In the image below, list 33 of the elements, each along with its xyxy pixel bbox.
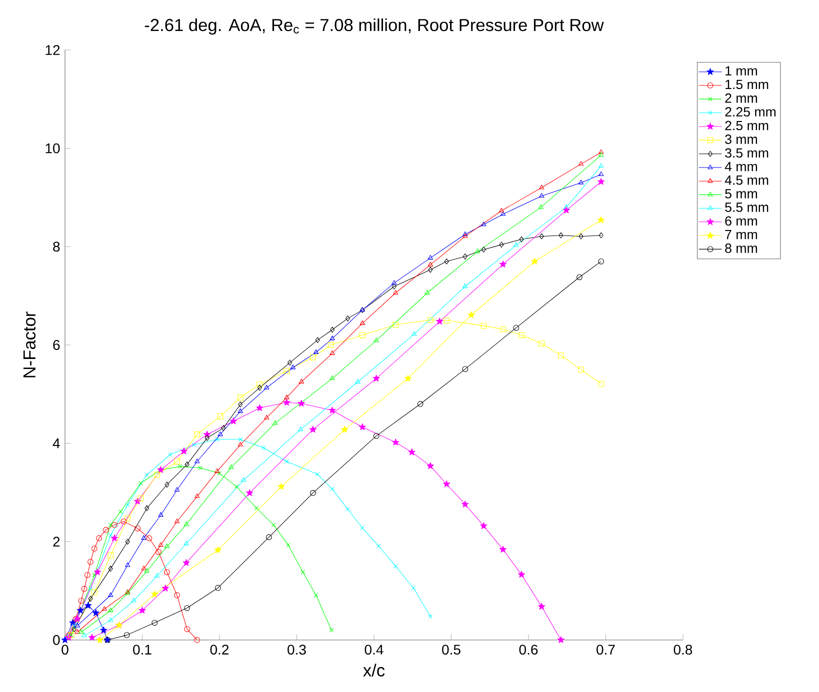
y-tick-label: 6 [53,340,60,350]
legend-label: 5 mm [725,189,757,198]
legend-label: 8 mm [725,244,757,253]
x-tick-label: 0.2 [210,644,229,655]
legend-label: 2.25 mm [725,107,776,117]
y-tick-label: 12 [46,45,60,55]
y-axis-title: N-Factor [23,312,36,378]
y-tick-label: 10 [46,143,60,154]
legend-label: 5.5 mm [725,202,768,212]
x-tick-label: 0.7 [596,644,615,655]
x-axis-title: x/c [363,664,385,676]
legend-label: 4 mm [724,162,757,172]
legend-label: 3.5 mm [725,148,768,158]
chart-title: -2.61 deg. AoA, Re$_{c}$ = 7.08 million, Root Pressure Port Row [144,18,604,35]
x-tick-label: 0.6 [519,644,538,655]
legend-label: 2.5 mm [725,120,768,130]
legend-label: 7 mm [725,230,757,240]
x-tick-label: 0.1 [133,644,152,655]
x-tick-label: 0 [62,644,68,655]
y-tick-label: 8 [53,242,60,252]
legend-label: 6 mm [725,216,757,226]
y-tick-label: 0 [53,635,60,645]
legend-label: 3 mm [725,134,757,144]
x-tick-label: 0.5 [442,644,460,655]
legend-label: 1 mm [726,66,757,76]
x-tick-label: 0.4 [364,644,384,655]
legend-label: 4.5 mm [724,176,768,185]
legend-label: 1.5 mm [726,80,768,90]
y-tick-label: 4 [52,438,60,448]
legend-label: 2 mm [725,93,757,103]
x-tick-label: 0.3 [288,644,306,655]
x-tick-label: 0.8 [674,644,692,655]
y-tick-label: 2 [53,536,60,547]
